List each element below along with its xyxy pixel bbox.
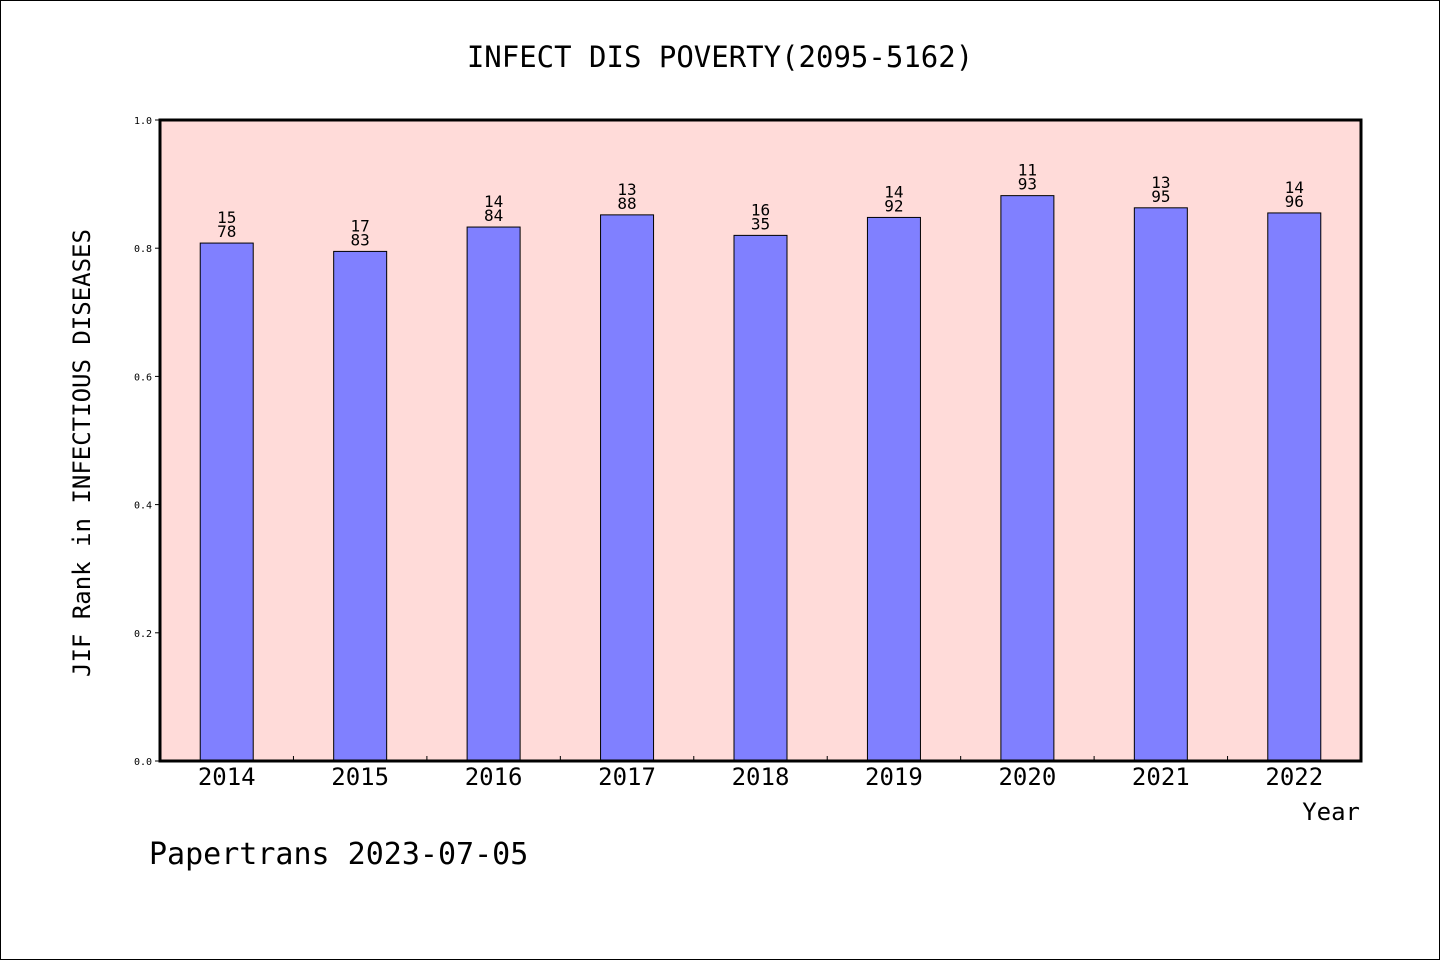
watermark-text: Papertrans 2023-07-05 — [149, 837, 528, 872]
x-tick-label-2016: 2016 — [465, 763, 523, 791]
bar-2019 — [866, 216, 921, 762]
x-tick-label-2021: 2021 — [1132, 763, 1190, 791]
bar-label-bottom-2017: 88 — [617, 194, 636, 213]
bar-label-top-2021: 13 — [1151, 173, 1170, 192]
y-tick-label-1.0: 1.0 — [134, 116, 152, 127]
bar-2021 — [1133, 207, 1188, 762]
bar-label-top-2016: 14 — [484, 192, 503, 211]
y-tick-label-0.6: 0.6 — [134, 372, 152, 383]
y-axis-ticks: 0.0 0.2 0.4 0.6 0.8 1.0 — [134, 116, 160, 768]
x-tick-label-2022: 2022 — [1265, 763, 1323, 791]
bar-2018 — [733, 234, 788, 762]
bar-label-bottom-2022: 96 — [1285, 192, 1304, 211]
bar-label-top-2019: 14 — [884, 182, 903, 201]
y-tick-label-0.4: 0.4 — [134, 501, 152, 512]
bar-label-top-2015: 17 — [351, 216, 370, 235]
bar-label-bottom-2020: 93 — [1018, 175, 1037, 194]
x-axis-ticks: 2014 2015 2016 2017 2018 2019 2020 2021 2022 — [198, 756, 1323, 791]
x-tick-label-2019: 2019 — [865, 763, 923, 791]
bar-label-top-2022: 14 — [1285, 178, 1304, 197]
plot-area-frame — [158, 118, 1363, 763]
x-tick-label-2018: 2018 — [732, 763, 790, 791]
bar-2016 — [466, 226, 521, 762]
y-tick-label-0.8: 0.8 — [134, 244, 152, 255]
bar-2020 — [1000, 195, 1055, 762]
x-tick-label-2014: 2014 — [198, 763, 256, 791]
bar-2017 — [600, 214, 655, 762]
bar-label-top-2018: 16 — [751, 200, 770, 219]
bar-label-top-2020: 11 — [1018, 161, 1037, 180]
bars-group — [199, 195, 1322, 762]
y-tick-label-0.2: 0.2 — [134, 629, 152, 640]
bar-label-top-2014: 15 — [217, 208, 236, 227]
y-axis-label: JIF Rank in INFECTIOUS DISEASES — [68, 229, 96, 677]
bar-label-bottom-2018: 35 — [751, 214, 770, 233]
chart-title: INFECT DIS POVERTY(2095-5162) — [467, 40, 973, 74]
bar-label-bottom-2016: 84 — [484, 206, 503, 225]
x-axis-label: Year — [1302, 798, 1360, 826]
bar-label-bottom-2021: 95 — [1151, 187, 1170, 206]
bar-label-top-2017: 13 — [617, 180, 636, 199]
x-tick-label-2017: 2017 — [598, 763, 656, 791]
x-tick-label-2015: 2015 — [331, 763, 389, 791]
bar-label-bottom-2014: 78 — [217, 222, 236, 241]
x-tick-label-2020: 2020 — [998, 763, 1056, 791]
bar-2022 — [1267, 212, 1322, 762]
bar-2015 — [333, 250, 388, 762]
bar-label-bottom-2015: 83 — [351, 230, 370, 249]
bar-2014 — [199, 242, 254, 762]
y-tick-label-0.0: 0.0 — [134, 757, 152, 768]
bar-label-bottom-2019: 92 — [884, 196, 903, 215]
